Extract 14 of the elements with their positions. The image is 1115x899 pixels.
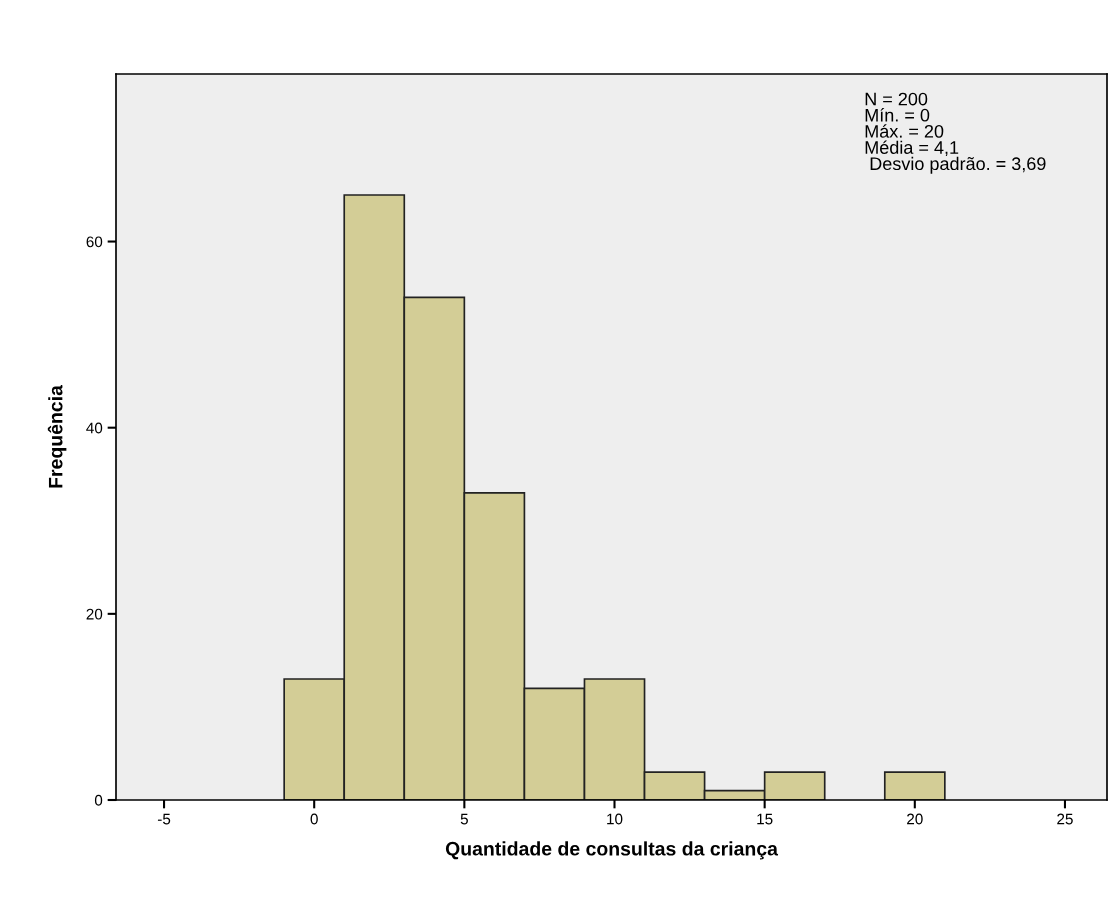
x-tick-label: 0 (310, 813, 318, 825)
x-tick-label: 10 (607, 813, 623, 825)
y-tick-label: 0 (94, 794, 103, 806)
y-tick-label: 40 (86, 422, 103, 434)
x-tick-label: 25 (1057, 813, 1073, 825)
x-tick-label: 5 (460, 813, 468, 825)
y-axis-title: Frequência (47, 385, 67, 488)
x-tick-label: -5 (157, 813, 171, 825)
y-tick-label: 60 (86, 236, 103, 248)
annotation: N = 200 Mín. = 0 Máx. = 20 Média = 4,1 Desvio padrão. = 3,69 (865, 92, 1046, 174)
x-tick-label: 20 (907, 813, 923, 825)
y-tick-label: 20 (86, 608, 103, 620)
x-tick-label: 15 (757, 813, 773, 825)
x-axis-title: Quantidade de consultas da criança (445, 841, 779, 860)
